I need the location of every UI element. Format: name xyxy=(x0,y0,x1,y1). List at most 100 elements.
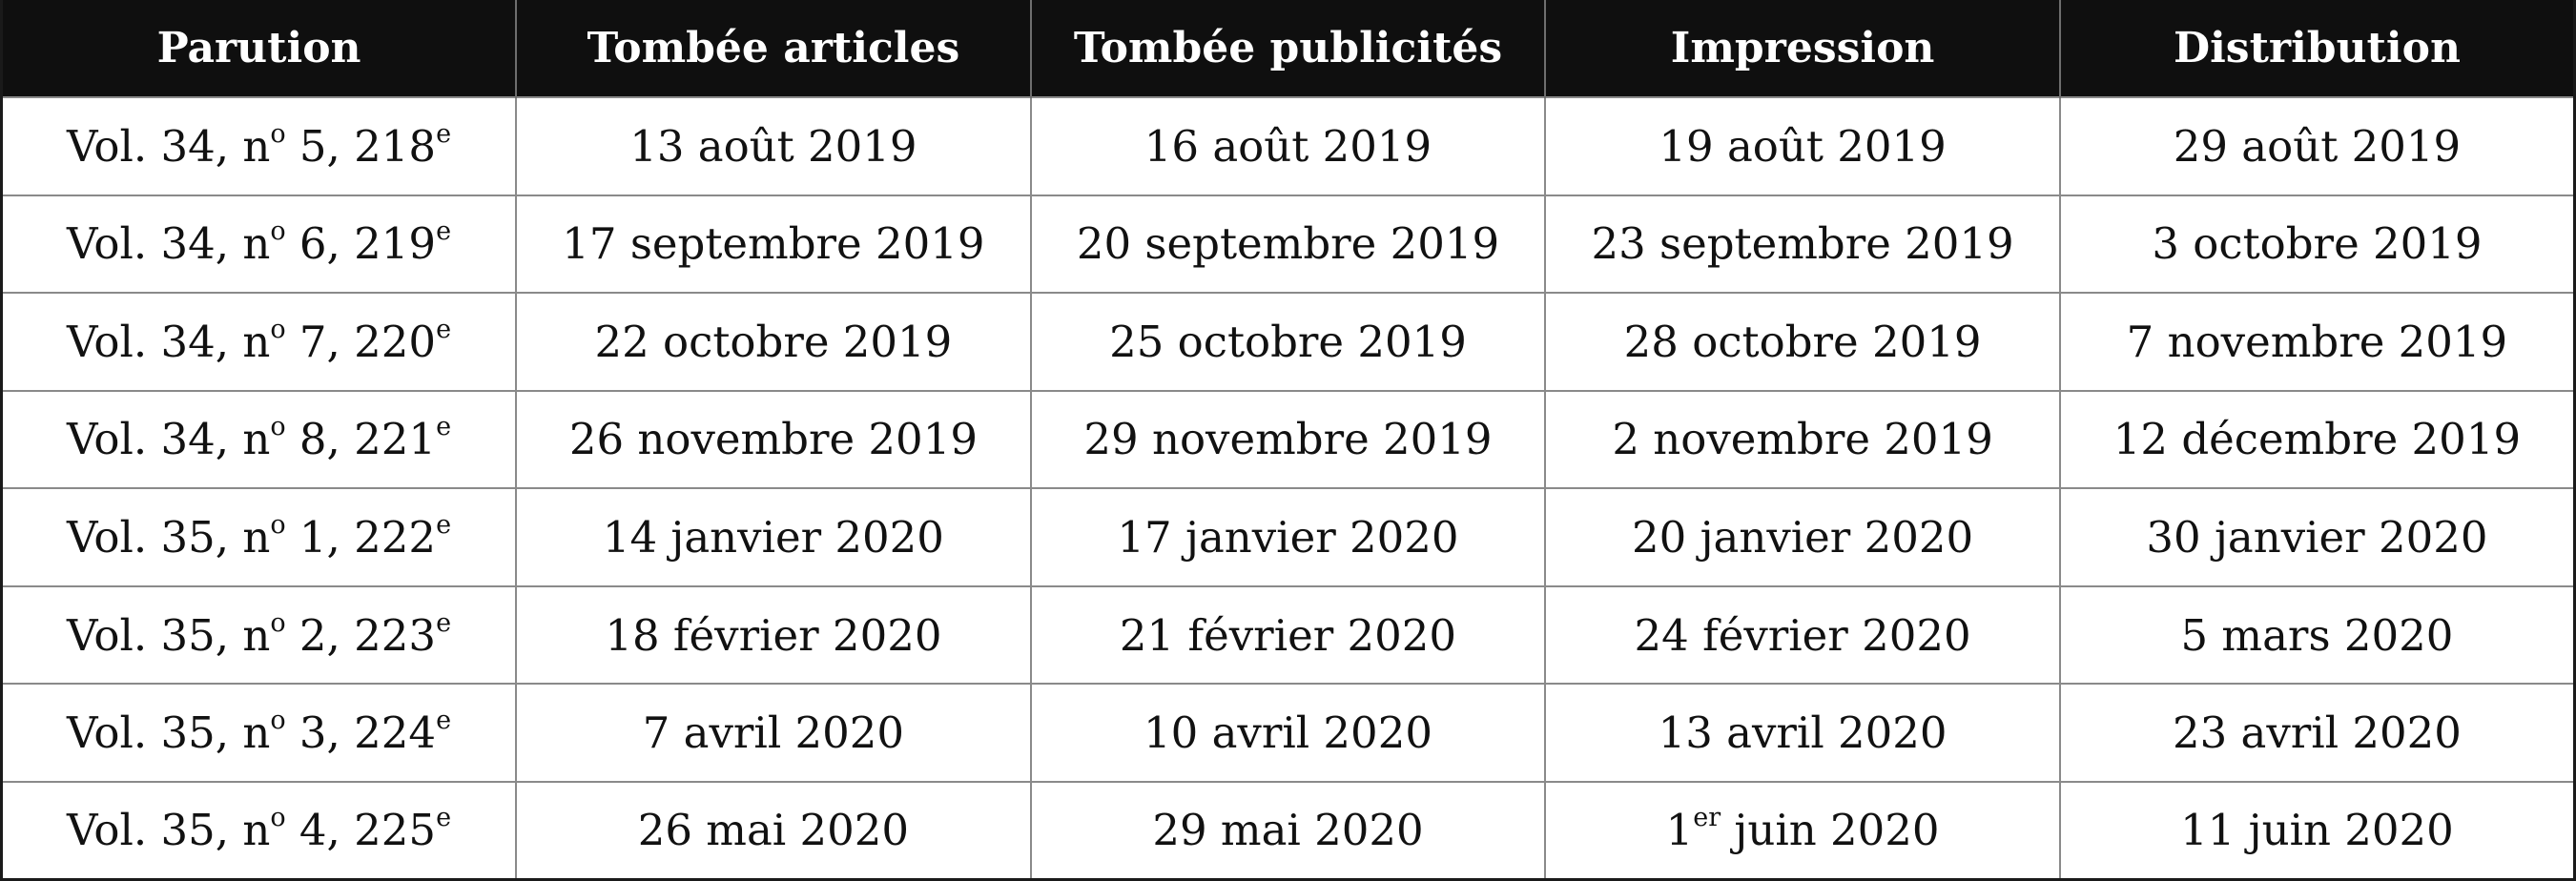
parution-number: 4, 225 xyxy=(285,805,437,856)
cell-tombee-articles: 18 février 2020 xyxy=(515,584,1032,686)
cell-tombee-publicites: 25 octobre 2019 xyxy=(1029,292,1547,392)
cell-impression: 13 avril 2020 xyxy=(1544,683,2061,783)
date-text: 21 février 2020 xyxy=(1119,609,1457,661)
cell-impression: 28 octobre 2019 xyxy=(1544,292,2061,392)
date-text: 29 août 2019 xyxy=(2173,120,2462,172)
cell-impression: 2 novembre 2019 xyxy=(1544,389,2061,490)
parution-edition-sup: e xyxy=(436,314,452,344)
parution-number: 6, 219 xyxy=(285,218,437,270)
date-text: 7 avril 2020 xyxy=(642,707,905,759)
parution-edition-sup: e xyxy=(436,803,452,833)
date-text-rest: juin 2020 xyxy=(1721,805,1940,856)
date-text: 2 novembre 2019 xyxy=(1612,414,1993,465)
date-text: 29 novembre 2019 xyxy=(1083,414,1493,465)
parution-edition-sup: e xyxy=(436,607,452,638)
parution-number-sup: o xyxy=(270,314,286,344)
column-header-tombee-publicites: Tombée publicités xyxy=(1029,0,1547,97)
date-text: 14 janvier 2020 xyxy=(602,512,944,563)
cell-tombee-publicites: 21 février 2020 xyxy=(1029,584,1547,686)
date-text: 23 avril 2020 xyxy=(2172,707,2462,759)
parution-number-sup: o xyxy=(270,216,286,247)
cell-tombee-publicites: 20 septembre 2019 xyxy=(1029,194,1547,295)
cell-tombee-articles: 17 septembre 2019 xyxy=(515,194,1032,295)
cell-impression: 24 février 2020 xyxy=(1544,584,2061,686)
table-row: Vol. 35, no 3, 224e 7 avril 2020 10 avril … xyxy=(0,683,2576,783)
date-text: 1 xyxy=(1665,805,1694,856)
date-text: 13 août 2019 xyxy=(629,120,917,172)
cell-tombee-articles: 26 novembre 2019 xyxy=(515,389,1032,490)
cell-impression: 19 août 2019 xyxy=(1544,96,2061,196)
cell-parution: Vol. 35, no 3, 224e xyxy=(0,683,518,783)
date-text: 25 octobre 2019 xyxy=(1109,316,1467,367)
parution-volume: Vol. 34, n xyxy=(67,218,271,270)
parution-number: 1, 222 xyxy=(285,512,437,563)
parution-edition-sup: e xyxy=(436,412,452,442)
table-row: Vol. 34, no 8, 221e 26 novembre 2019 29 no… xyxy=(0,389,2576,490)
date-text: 26 novembre 2019 xyxy=(568,414,978,465)
parution-edition-sup: e xyxy=(436,118,452,149)
date-text: 23 septembre 2019 xyxy=(1591,218,2014,270)
parution-edition-sup: e xyxy=(436,216,452,247)
cell-tombee-publicites: 10 avril 2020 xyxy=(1029,683,1547,783)
table-row: Vol. 35, no 2, 223e 18 février 2020 21 fév… xyxy=(0,584,2576,686)
parution-number: 8, 221 xyxy=(285,414,437,465)
date-text: 18 février 2020 xyxy=(605,609,942,661)
column-header-parution: Parution xyxy=(0,0,518,97)
cell-distribution: 11 juin 2020 xyxy=(2058,780,2576,881)
cell-parution: Vol. 34, no 5, 218e xyxy=(0,96,518,196)
parution-number-sup: o xyxy=(270,118,286,149)
table-header: Parution Tombée articles Tombée publicit… xyxy=(0,0,2576,97)
date-text: 10 avril 2020 xyxy=(1144,707,1432,759)
cell-impression: 1er juin 2020 xyxy=(1544,780,2061,881)
table-row: Vol. 34, no 6, 219e 17 septembre 2019 20 s… xyxy=(0,194,2576,295)
date-text: 20 septembre 2019 xyxy=(1076,218,1500,270)
parution-number: 7, 220 xyxy=(285,316,437,367)
date-text: 12 décembre 2019 xyxy=(2112,414,2522,465)
cell-impression: 20 janvier 2020 xyxy=(1544,487,2061,587)
parution-number-sup: o xyxy=(270,803,286,833)
date-text: 16 août 2019 xyxy=(1144,120,1432,172)
header-row: Parution Tombée articles Tombée publicit… xyxy=(0,0,2576,97)
date-text: 11 juin 2020 xyxy=(2180,805,2454,856)
date-text: 22 octobre 2019 xyxy=(594,316,953,367)
cell-tombee-publicites: 29 novembre 2019 xyxy=(1029,389,1547,490)
cell-tombee-publicites: 16 août 2019 xyxy=(1029,96,1547,196)
parution-volume: Vol. 34, n xyxy=(67,120,271,172)
date-text: 24 février 2020 xyxy=(1634,609,1971,661)
parution-number-sup: o xyxy=(270,705,286,735)
cell-tombee-publicites: 29 mai 2020 xyxy=(1029,780,1547,881)
cell-distribution: 7 novembre 2019 xyxy=(2058,292,2576,392)
parution-volume: Vol. 35, n xyxy=(67,609,271,661)
cell-parution: Vol. 34, no 6, 219e xyxy=(0,194,518,295)
cell-impression: 23 septembre 2019 xyxy=(1544,194,2061,295)
cell-tombee-articles: 14 janvier 2020 xyxy=(515,487,1032,587)
parution-number: 2, 223 xyxy=(285,609,437,661)
parution-edition-sup: e xyxy=(436,509,452,540)
cell-parution: Vol. 35, no 1, 222e xyxy=(0,487,518,587)
cell-parution: Vol. 34, no 8, 221e xyxy=(0,389,518,490)
table-row: Vol. 34, no 7, 220e 22 octobre 2019 25 oct… xyxy=(0,292,2576,392)
parution-volume: Vol. 35, n xyxy=(67,805,271,856)
date-text: 19 août 2019 xyxy=(1659,120,1947,172)
date-text: 17 janvier 2020 xyxy=(1117,512,1459,563)
cell-tombee-articles: 13 août 2019 xyxy=(515,96,1032,196)
parution-volume: Vol. 34, n xyxy=(67,316,271,367)
date-text: 26 mai 2020 xyxy=(637,805,910,856)
date-text: 29 mai 2020 xyxy=(1152,805,1424,856)
date-text: 30 janvier 2020 xyxy=(2146,512,2488,563)
date-text: 3 octobre 2019 xyxy=(2152,218,2483,270)
cell-tombee-articles: 22 octobre 2019 xyxy=(515,292,1032,392)
cell-tombee-publicites: 17 janvier 2020 xyxy=(1029,487,1547,587)
column-header-tombee-articles: Tombée articles xyxy=(515,0,1032,97)
parution-number: 3, 224 xyxy=(285,707,437,759)
date-text: 5 mars 2020 xyxy=(2180,609,2454,661)
parution-volume: Vol. 34, n xyxy=(67,414,271,465)
parution-volume: Vol. 35, n xyxy=(67,512,271,563)
table-row: Vol. 35, no 1, 222e 14 janvier 2020 17 jan… xyxy=(0,487,2576,587)
parution-number-sup: o xyxy=(270,607,286,638)
cell-distribution: 5 mars 2020 xyxy=(2058,584,2576,686)
cell-distribution: 3 octobre 2019 xyxy=(2058,194,2576,295)
parution-edition-sup: e xyxy=(436,705,452,735)
parution-volume: Vol. 35, n xyxy=(67,707,271,759)
